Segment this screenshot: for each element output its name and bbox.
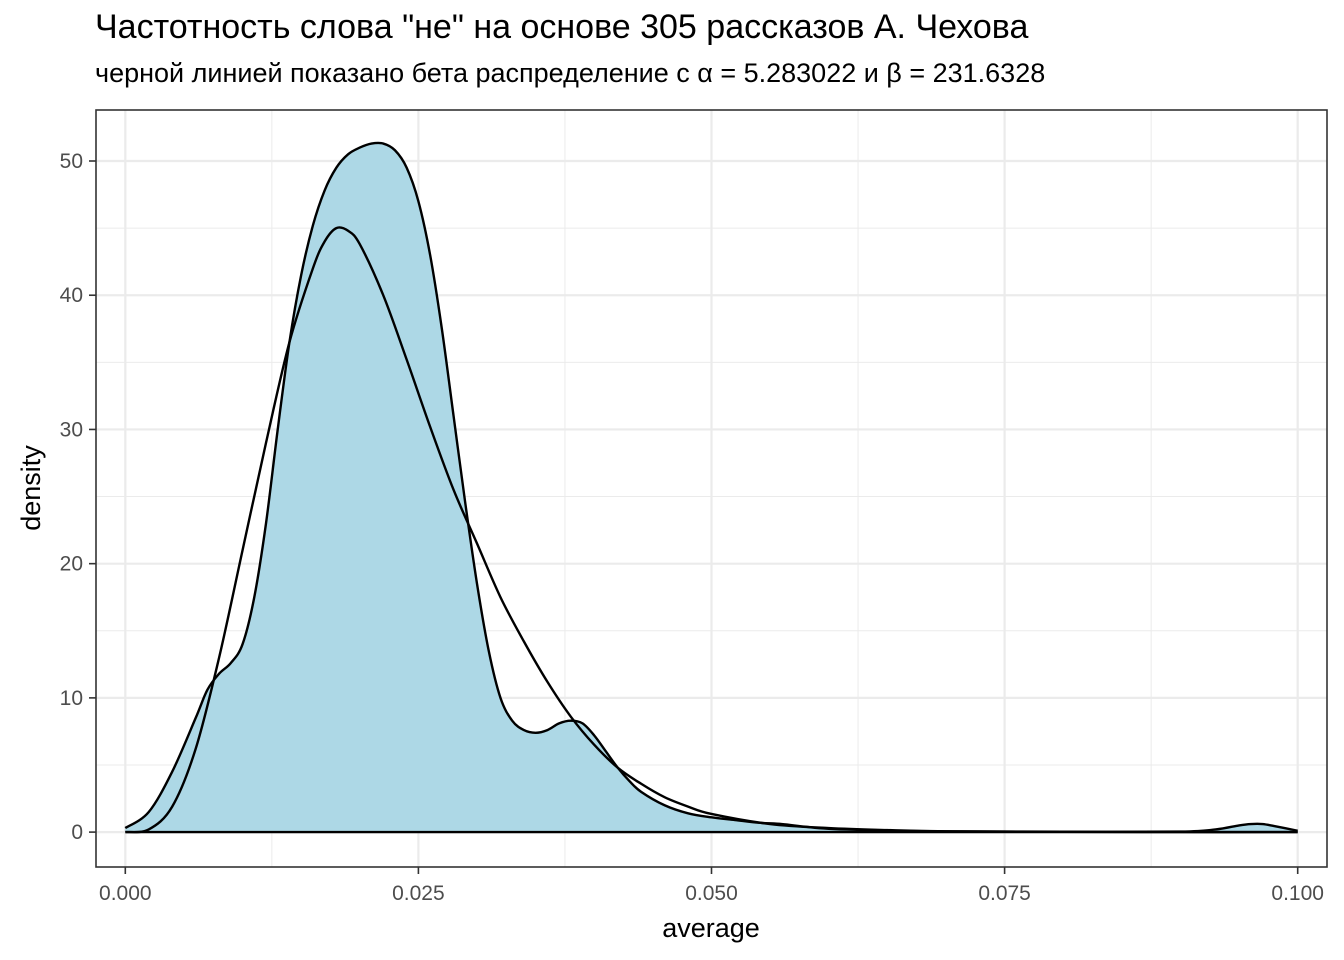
series-layer (124, 141, 1298, 834)
x-tick-label: 0.100 (1271, 882, 1324, 905)
y-tick-label: 40 (60, 284, 83, 307)
y-tick-label: 10 (60, 687, 83, 710)
x-tick-label: 0.075 (978, 882, 1031, 905)
y-tick-label: 0 (71, 821, 83, 844)
y-tick-label: 30 (60, 418, 83, 441)
x-tick-label: 0.050 (685, 882, 738, 905)
axis-ticks (89, 160, 1299, 874)
tick-labels: 0.000 0.025 0.050 0.075 0.100 0 10 20 30 40 50 (60, 150, 1324, 905)
y-tick-label: 50 (60, 150, 83, 173)
x-tick-label: 0.000 (99, 882, 152, 905)
x-tick-label: 0.025 (392, 882, 445, 905)
x-axis-title: average (662, 913, 760, 943)
density-area-fill (125, 142, 1298, 833)
beta-distribution-line (125, 226, 1298, 834)
y-axis-title: density (16, 445, 46, 531)
chart-subtitle: черной линией показано бета распределени… (95, 58, 1046, 88)
chart-title: Частотность слова "не" на основе 305 рас… (95, 8, 1029, 46)
y-tick-label: 20 (60, 553, 83, 576)
